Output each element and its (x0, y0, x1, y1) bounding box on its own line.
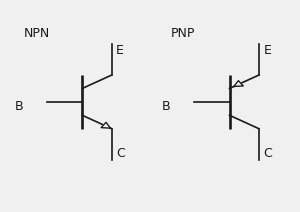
Text: C: C (116, 147, 125, 160)
Text: PNP: PNP (171, 27, 195, 40)
Text: B: B (162, 99, 170, 113)
Text: E: E (263, 44, 271, 57)
Text: C: C (263, 147, 272, 160)
Text: NPN: NPN (23, 27, 50, 40)
Polygon shape (101, 122, 110, 128)
Text: B: B (15, 99, 23, 113)
Text: E: E (116, 44, 124, 57)
Polygon shape (234, 81, 243, 86)
